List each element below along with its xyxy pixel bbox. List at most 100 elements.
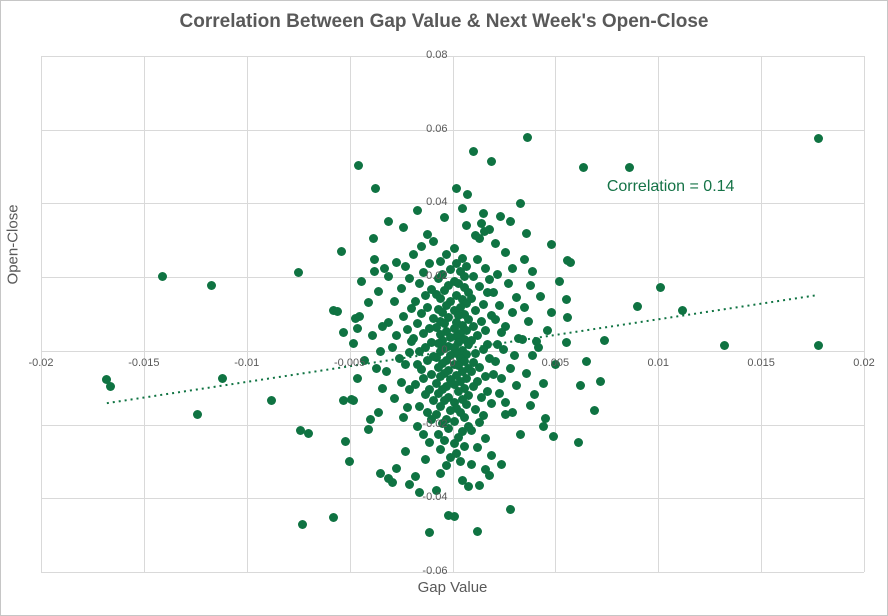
data-point xyxy=(538,379,548,389)
data-point xyxy=(421,389,431,399)
data-point xyxy=(423,230,433,240)
data-point xyxy=(435,293,445,303)
data-point xyxy=(578,163,588,173)
data-point xyxy=(415,278,425,288)
data-point xyxy=(468,271,478,281)
data-point xyxy=(425,384,435,394)
data-point xyxy=(495,212,505,222)
data-point xyxy=(431,378,441,388)
data-point xyxy=(404,479,414,489)
data-point xyxy=(402,324,412,334)
data-point xyxy=(485,471,495,481)
data-point xyxy=(365,415,375,425)
data-point xyxy=(441,414,451,424)
data-point xyxy=(515,429,525,439)
data-point xyxy=(373,286,383,296)
data-point xyxy=(410,379,420,389)
data-point xyxy=(413,360,423,370)
data-point xyxy=(468,147,478,157)
data-point xyxy=(439,285,449,295)
data-point xyxy=(431,485,441,495)
data-point xyxy=(369,254,379,264)
data-point xyxy=(546,307,556,317)
data-point xyxy=(441,301,451,311)
data-point xyxy=(419,267,429,277)
data-point xyxy=(429,395,439,405)
data-point xyxy=(106,382,116,392)
data-point xyxy=(450,438,460,448)
data-point xyxy=(458,476,468,486)
data-point xyxy=(437,419,447,429)
data-point xyxy=(102,375,112,385)
data-point xyxy=(427,369,437,379)
correlation-annotation: Correlation = 0.14 xyxy=(606,177,735,195)
data-point xyxy=(464,314,474,324)
data-point xyxy=(373,407,383,417)
data-point xyxy=(433,429,443,439)
data-point xyxy=(468,358,478,368)
data-point xyxy=(575,381,585,391)
data-point xyxy=(814,341,824,351)
data-point xyxy=(462,400,472,410)
data-point xyxy=(497,459,507,469)
data-point xyxy=(439,396,449,406)
data-point xyxy=(478,208,488,218)
data-point xyxy=(522,229,532,239)
data-point xyxy=(413,421,423,431)
data-point xyxy=(633,302,643,312)
data-point xyxy=(491,239,501,249)
data-point xyxy=(452,317,462,327)
data-point xyxy=(480,263,490,273)
data-point xyxy=(482,288,492,298)
data-point xyxy=(450,398,460,408)
data-point xyxy=(462,373,472,383)
data-point xyxy=(433,362,443,372)
data-point xyxy=(499,345,509,355)
data-point xyxy=(157,272,167,282)
data-point xyxy=(493,339,503,349)
data-point xyxy=(363,297,373,307)
data-point xyxy=(458,394,468,404)
data-point xyxy=(441,249,451,259)
data-point xyxy=(435,330,445,340)
data-point xyxy=(445,375,455,385)
data-point xyxy=(814,134,824,144)
data-point xyxy=(458,204,468,214)
data-point xyxy=(554,276,564,286)
x-axis-title: Gap Value xyxy=(417,579,488,596)
x-tick-label: -0.015 xyxy=(128,356,160,369)
data-point xyxy=(429,313,439,323)
data-point xyxy=(452,370,462,380)
data-point xyxy=(456,376,466,386)
data-point xyxy=(404,348,414,358)
data-point xyxy=(489,288,499,298)
data-point xyxy=(388,477,398,487)
data-point xyxy=(398,223,408,233)
data-point xyxy=(437,385,447,395)
data-point xyxy=(468,382,478,392)
data-point xyxy=(445,351,455,361)
data-point xyxy=(425,259,435,269)
data-point xyxy=(293,268,303,278)
data-point xyxy=(450,417,460,427)
data-point xyxy=(479,226,489,236)
data-point xyxy=(439,212,449,222)
data-point xyxy=(435,372,445,382)
x-tick-label: 0.015 xyxy=(747,356,775,369)
data-point xyxy=(452,291,462,301)
data-point xyxy=(445,406,455,416)
data-point xyxy=(384,473,394,483)
data-point xyxy=(437,358,447,368)
plot-area: -0.02 -0.015 -0.01 -0.005 0 0.005 0.01 0.015 0.0… xyxy=(28,49,874,577)
data-point xyxy=(460,441,470,451)
data-point xyxy=(423,303,433,313)
data-point xyxy=(452,259,462,269)
data-point xyxy=(452,348,462,358)
data-point xyxy=(478,300,488,310)
data-point xyxy=(507,264,517,274)
data-point xyxy=(458,367,468,377)
y-tick-label: -0.06 xyxy=(422,565,448,577)
data-point xyxy=(456,408,466,418)
data-point xyxy=(378,321,388,331)
x-tick-label: -0.005 xyxy=(334,356,366,369)
